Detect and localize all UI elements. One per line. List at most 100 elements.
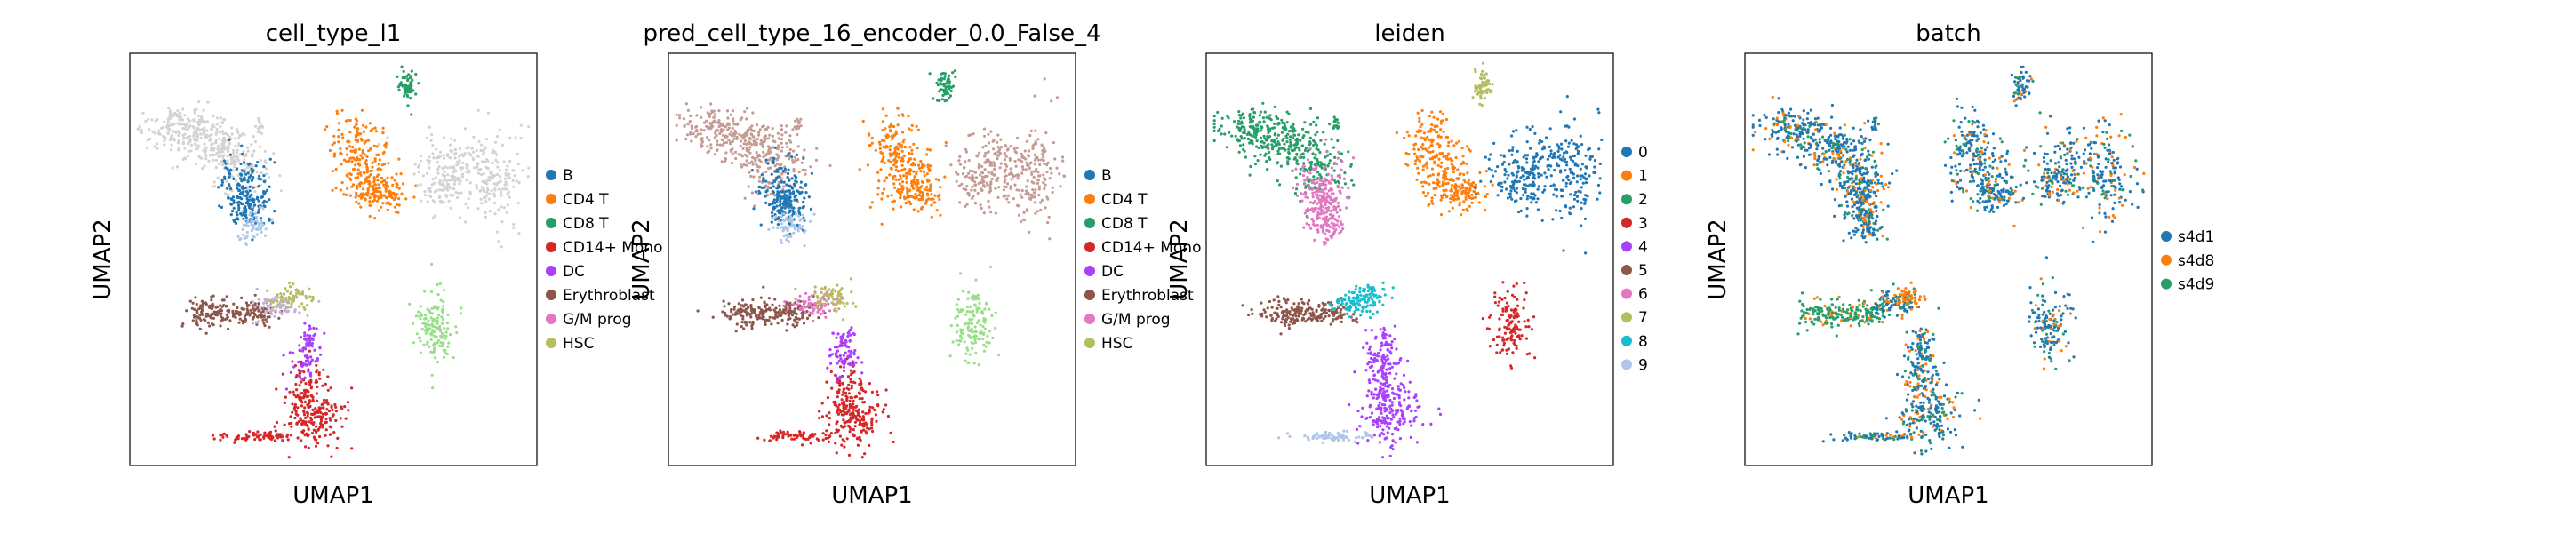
scatter-point: [836, 355, 839, 359]
scatter-point: [998, 166, 1002, 170]
scatter-point: [797, 171, 801, 174]
scatter-point: [163, 120, 166, 123]
scatter-point: [728, 315, 732, 319]
scatter-point: [188, 134, 192, 138]
scatter-point: [306, 424, 309, 428]
scatter-point: [215, 127, 219, 131]
scatter-point: [783, 300, 787, 304]
scatter-point: [794, 119, 797, 123]
scatter-point: [1031, 188, 1035, 192]
scatter-point: [351, 183, 356, 187]
scatter-point: [240, 169, 244, 172]
scatter-point: [315, 438, 318, 442]
scatter-point: [771, 181, 774, 185]
scatter-point: [197, 100, 201, 104]
scatter-point: [884, 176, 889, 179]
scatter-point: [814, 158, 819, 162]
scatter-point: [407, 73, 411, 76]
scatter-point: [1025, 209, 1029, 212]
scatter-point: [183, 157, 188, 161]
scatter-point: [1036, 210, 1040, 213]
scatter-point: [833, 346, 837, 349]
scatter-point: [380, 195, 383, 199]
scatter-point: [1258, 114, 1261, 117]
scatter-point: [303, 331, 307, 335]
scatter-point: [397, 88, 401, 91]
scatter-point: [896, 188, 900, 192]
scatter-point: [1308, 140, 1312, 144]
scatter-point: [832, 298, 836, 301]
scatter-point: [1287, 152, 1291, 155]
scatter-point: [292, 408, 296, 411]
scatter-point: [253, 203, 257, 207]
scatter-point: [802, 436, 805, 440]
scatter-point: [251, 299, 254, 304]
scatter-point: [750, 160, 754, 163]
scatter-point: [393, 193, 396, 196]
scatter-point: [690, 139, 693, 143]
scatter-point: [802, 200, 805, 204]
scatter-point: [1333, 155, 1337, 159]
scatter-point: [290, 425, 293, 428]
scatter-point: [971, 342, 974, 346]
scatter-point: [245, 221, 249, 225]
scatter-point: [261, 223, 265, 227]
scatter-point: [828, 163, 832, 168]
scatter-point: [225, 434, 228, 437]
scatter-point: [236, 148, 239, 152]
scatter-point: [298, 397, 301, 402]
scatter-point: [788, 434, 793, 437]
scatter-point: [752, 207, 756, 211]
scatter-point: [324, 434, 327, 437]
scatter-point: [304, 391, 308, 394]
scatter-point: [1303, 121, 1307, 124]
scatter-point: [187, 120, 190, 123]
scatter-point: [446, 153, 450, 156]
scatter-point: [423, 329, 427, 332]
scatter-point: [762, 315, 765, 319]
scatter-point: [281, 439, 284, 442]
scatter-point: [955, 303, 958, 306]
scatter-point: [458, 147, 462, 151]
scatter-point: [820, 298, 823, 301]
scatter-point: [1237, 114, 1241, 117]
scatter-point: [483, 180, 486, 184]
scatter-point: [183, 114, 187, 117]
scatter-point: [828, 348, 832, 352]
scatter-point: [329, 433, 332, 436]
scatter-point: [401, 76, 404, 80]
scatter-point: [766, 152, 770, 155]
legend-marker: [1084, 266, 1095, 276]
scatter-point: [829, 432, 834, 435]
scatter-point: [226, 315, 229, 319]
scatter-point: [222, 140, 226, 144]
scatter-point: [380, 180, 384, 184]
scatter-point: [863, 452, 867, 456]
scatter-point: [234, 144, 237, 147]
scatter-point: [891, 138, 894, 141]
scatter-point: [889, 154, 893, 157]
scatter-point: [861, 119, 865, 123]
scatter-point: [246, 191, 250, 195]
scatter-point: [257, 208, 261, 211]
scatter-point: [960, 182, 964, 186]
scatter-point: [888, 173, 892, 177]
scatter-point: [777, 137, 780, 140]
scatter-point: [784, 312, 788, 315]
scatter-point: [428, 187, 432, 190]
scatter-point: [790, 219, 795, 223]
scatter-point: [465, 170, 468, 174]
scatter-point: [512, 185, 516, 188]
scatter-point: [397, 157, 401, 161]
scatter-point: [719, 123, 723, 127]
scatter-point: [1043, 187, 1046, 191]
scatter-point: [796, 227, 800, 230]
scatter-point: [984, 144, 988, 147]
scatter-point: [228, 308, 231, 312]
scatter-point: [902, 174, 906, 178]
scatter-point: [268, 304, 272, 307]
scatter-point: [762, 311, 765, 314]
scatter-point: [1294, 143, 1299, 147]
scatter-point: [167, 107, 171, 110]
scatter-point: [1037, 193, 1041, 197]
